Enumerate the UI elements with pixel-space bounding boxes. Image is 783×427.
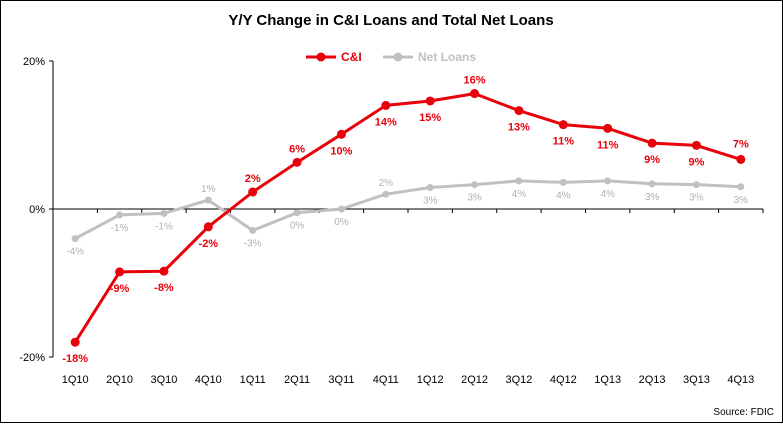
data-label-net-loans: 3% xyxy=(645,192,660,203)
x-tick-label: 1Q10 xyxy=(62,374,89,386)
data-label-ci: 10% xyxy=(330,145,352,157)
point-ci xyxy=(736,154,746,164)
x-tick-label: 4Q12 xyxy=(550,374,577,386)
point-net-loans xyxy=(293,209,301,217)
point-ci xyxy=(691,140,701,150)
data-label-net-loans: -3% xyxy=(244,238,262,249)
x-tick-label: 3Q10 xyxy=(150,374,177,386)
y-tick-label: 0% xyxy=(29,204,45,216)
data-label-net-loans: 0% xyxy=(334,217,349,228)
point-net-loans xyxy=(382,190,390,198)
data-label-net-loans: 1% xyxy=(201,184,216,195)
point-ci xyxy=(70,337,80,347)
y-tick-label: 20% xyxy=(23,56,45,68)
data-label-ci: 16% xyxy=(464,75,486,87)
point-net-loans xyxy=(337,205,345,213)
x-tick-label: 3Q11 xyxy=(328,374,354,386)
point-net-loans xyxy=(426,184,434,192)
point-ci xyxy=(514,106,524,116)
legend: C&I Net Loans xyxy=(306,50,476,64)
point-ci xyxy=(470,89,480,99)
point-net-loans xyxy=(515,177,523,185)
data-label-ci: 9% xyxy=(644,154,660,166)
legend-label-ci: C&I xyxy=(341,50,362,64)
source-note: Source: FDIC xyxy=(713,407,774,418)
data-label-ci: -18% xyxy=(62,353,88,365)
x-tick-label: 2Q10 xyxy=(106,374,133,386)
legend-marker-ci xyxy=(316,52,326,62)
series-layer xyxy=(70,89,746,347)
data-label-net-loans: 3% xyxy=(689,193,704,204)
point-net-loans xyxy=(692,181,700,189)
point-ci xyxy=(292,157,302,167)
x-tick-label: 1Q12 xyxy=(417,374,444,386)
point-ci xyxy=(558,120,568,130)
data-label-net-loans: -1% xyxy=(155,221,173,232)
data-label-ci: -9% xyxy=(110,283,130,295)
point-net-loans xyxy=(604,177,612,185)
data-label-net-loans: 3% xyxy=(467,193,482,204)
point-net-loans xyxy=(471,181,479,189)
point-net-loans xyxy=(71,235,79,243)
data-label-net-loans: 0% xyxy=(290,221,305,232)
point-net-loans xyxy=(737,183,745,191)
x-tick-label: 2Q11 xyxy=(284,374,310,386)
axes: -20% 0% 20% 1Q10 2Q10 3Q10 4Q10 1Q11 2Q11 3Q11 4Q1… xyxy=(19,56,764,386)
data-label-net-loans: -4% xyxy=(66,247,84,258)
x-tick-label: 4Q11 xyxy=(373,374,399,386)
point-ci xyxy=(603,123,613,133)
data-label-ci: 11% xyxy=(597,139,619,151)
point-net-loans xyxy=(116,211,124,219)
data-label-net-loans: -1% xyxy=(111,223,129,234)
legend-marker-net-loans xyxy=(393,52,403,62)
legend-label-net-loans: Net Loans xyxy=(418,50,476,64)
point-net-loans xyxy=(559,178,567,186)
data-label-ci: 2% xyxy=(245,173,261,185)
y-tick-label: -20% xyxy=(19,352,45,364)
point-ci xyxy=(381,100,391,110)
point-net-loans xyxy=(249,226,257,234)
data-label-net-loans: 2% xyxy=(379,178,394,189)
point-ci xyxy=(647,138,657,148)
point-ci xyxy=(159,266,169,276)
series-line-net-loans xyxy=(74,179,741,240)
point-ci xyxy=(203,222,213,232)
data-label-ci: 11% xyxy=(553,136,575,148)
data-label-ci: -8% xyxy=(154,282,174,294)
data-label-ci: 7% xyxy=(733,138,749,150)
x-tick-label: 2Q12 xyxy=(461,374,488,386)
data-label-ci: -2% xyxy=(199,238,219,250)
point-ci xyxy=(248,187,258,197)
point-ci xyxy=(425,96,435,106)
x-tick-label: 4Q13 xyxy=(727,374,754,386)
point-net-loans xyxy=(204,196,212,204)
x-tick-label: 1Q11 xyxy=(240,374,266,386)
data-label-net-loans: 4% xyxy=(556,190,571,201)
data-label-ci: 13% xyxy=(508,122,530,134)
x-tick-label: 1Q13 xyxy=(594,374,621,386)
data-label-ci: 14% xyxy=(375,116,397,128)
chart-title: Y/Y Change in C&I Loans and Total Net Lo… xyxy=(228,12,553,29)
point-ci xyxy=(115,267,125,277)
x-tick-label: 3Q12 xyxy=(505,374,532,386)
x-tick-label: 3Q13 xyxy=(683,374,710,386)
x-tick-label: 4Q10 xyxy=(195,374,222,386)
series-line-ci xyxy=(73,92,742,344)
data-label-net-loans: 3% xyxy=(734,195,749,206)
data-labels: -18% -9% -8% -2% 2% 6% 10% 14% 15% 16% 13% 11% 11% 9%… xyxy=(62,75,749,366)
point-net-loans xyxy=(160,209,168,217)
data-label-ci: 15% xyxy=(419,112,441,124)
data-label-ci: 6% xyxy=(289,143,305,155)
data-label-net-loans: 4% xyxy=(512,189,527,200)
data-label-net-loans: 3% xyxy=(423,196,438,207)
data-label-net-loans: 4% xyxy=(600,189,615,200)
data-label-ci: 9% xyxy=(688,156,704,168)
point-ci xyxy=(336,129,346,139)
x-tick-label: 2Q13 xyxy=(639,374,666,386)
point-net-loans xyxy=(648,180,656,188)
